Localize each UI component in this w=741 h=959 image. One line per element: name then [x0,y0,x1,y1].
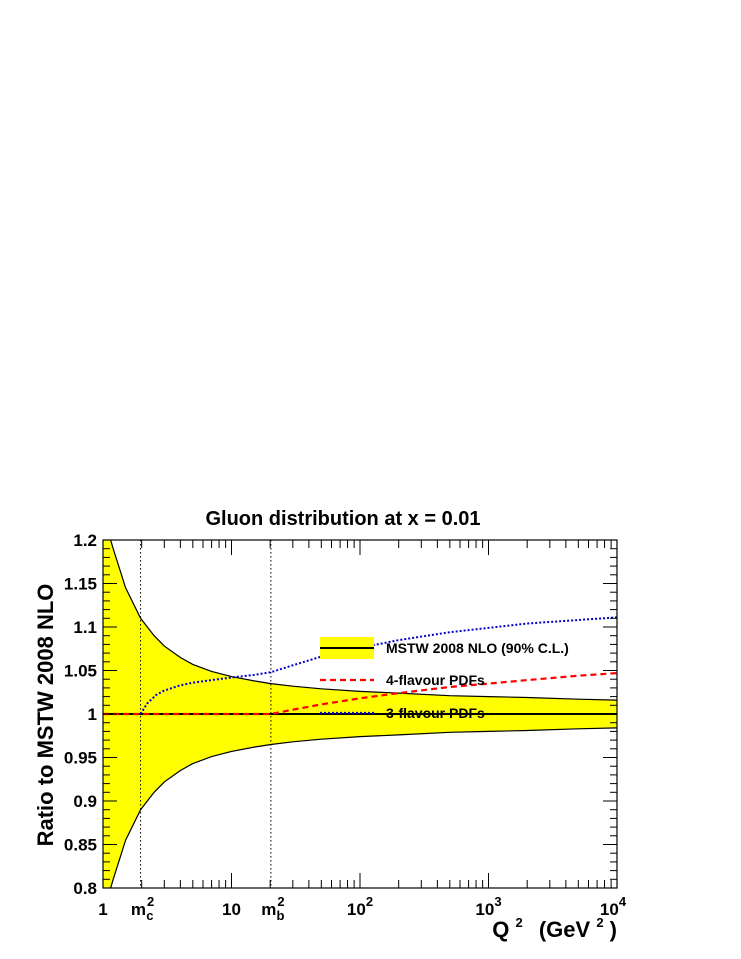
x-axis-title-unit: (GeV [539,917,591,942]
legend-label-1: 4-flavour PDFs [386,672,485,688]
x-tick-label-0: 1 [98,900,107,919]
band-lower-edge [110,727,617,888]
threshold-label-0-sub: c [146,908,153,923]
x-axis-title-main: Q [492,917,509,942]
legend: MSTW 2008 NLO (90% C.L.) 4-flavour PDFs 3-… [320,637,569,721]
x-tick-label-4: 104 [600,894,627,919]
threshold-label-0-base: m [131,900,146,919]
series-line-2 [139,616,617,715]
y-tick-label-0: 0.8 [73,879,97,898]
y-tick-labels: 0.8 0.85 0.9 0.95 1 1.05 1.1 1.15 1.2 [64,531,97,898]
x-tick-label-2-exp: 2 [366,894,373,909]
x-tick-label-0-base: 1 [98,900,107,919]
x-tick-label-3-exp: 3 [494,894,501,909]
legend-label-2: 3-flavour PDFs [386,705,485,721]
chart-title: Gluon distribution at x = 0.01 [205,508,480,530]
x-axis-title-unit-close: ) [610,917,617,942]
y-axis-title: Ratio to MSTW 2008 NLO [33,584,58,847]
threshold-label-0-sup: 2 [147,894,154,909]
y-tick-label-1: 0.85 [64,836,97,855]
y-tick-label-5: 1.05 [64,662,97,681]
x-tick-label-4-exp: 4 [619,894,627,909]
threshold-label-1-sup: 2 [277,894,284,909]
y-tick-label-8: 1.2 [73,531,97,550]
x-tick-label-4-base: 10 [600,900,619,919]
y-tick-label-3: 0.95 [64,749,97,768]
band-upper-edge [110,540,617,701]
x-tick-label-1-base: 10 [222,900,241,919]
x-tick-label-1: 10 [222,900,241,919]
y-tick-label-2: 0.9 [73,792,97,811]
x-axis-title: Q 2 (GeV 2 ) [492,907,617,942]
y-tick-label-6: 1.1 [73,618,97,637]
y-tick-label-4: 1 [88,705,97,724]
x-tick-label-2-base: 10 [347,900,366,919]
x-tick-label-3-base: 10 [475,900,494,919]
threshold-label-1: m2 b [261,894,284,923]
x-axis-title-unit-sup: 2 [596,915,603,930]
threshold-label-1-sub: b [277,908,285,923]
threshold-label-1-base: m [261,900,276,919]
threshold-label-0: m2 c [131,894,154,923]
legend-label-0: MSTW 2008 NLO (90% C.L.) [386,640,569,656]
x-tick-label-3: 103 [475,894,501,919]
series-line-1 [103,672,617,716]
x-tick-label-2: 102 [347,894,373,919]
x-axis-title-sup: 2 [515,915,522,930]
y-tick-label-7: 1.15 [64,575,97,594]
